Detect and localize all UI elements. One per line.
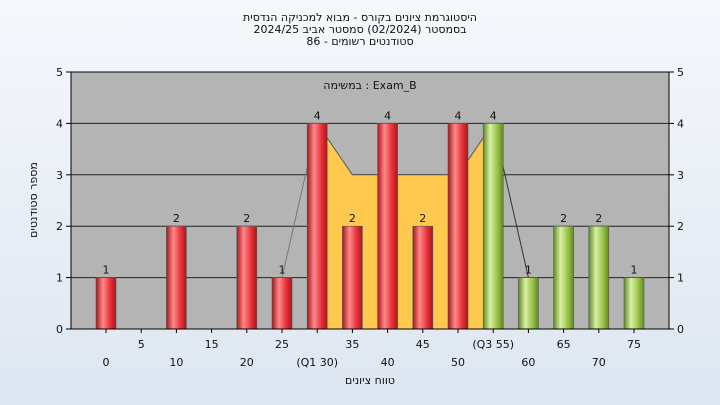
bar-value-label: 2	[173, 212, 180, 225]
bar-value-label: 2	[349, 212, 356, 225]
x-tick-label: 75	[627, 338, 641, 351]
x-tick-label: 25	[275, 338, 289, 351]
bar-value-label: 4	[384, 109, 391, 122]
y-tick-label-right: 1	[677, 272, 684, 285]
x-tick-label: (Q1 30)	[296, 356, 338, 369]
y-tick-label-left: 1	[56, 272, 63, 285]
bar	[95, 277, 117, 330]
bar	[623, 277, 645, 330]
bar	[412, 225, 434, 330]
bar-value-label: 2	[560, 212, 567, 225]
x-tick-label: 60	[521, 356, 535, 369]
y-tick-label-left: 3	[56, 169, 63, 182]
legend-note: במשימה : Exam_B	[323, 79, 416, 92]
bar-value-label: 1	[631, 264, 638, 277]
chart-title-line-1: היסטוגרמת ציונים בקורס - מבוא למכניקה הנ…	[243, 11, 477, 24]
x-tick-label: 20	[240, 356, 254, 369]
bar-value-label: 1	[525, 264, 532, 277]
x-tick-label: 35	[345, 338, 359, 351]
bar-value-label: 2	[243, 212, 250, 225]
bar	[271, 277, 293, 330]
bar	[518, 277, 539, 330]
bar	[306, 123, 328, 330]
y-tick-label-left: 5	[56, 66, 63, 79]
y-tick-label-left: 2	[56, 220, 63, 233]
bar	[236, 225, 258, 330]
chart-title-line-2: בסמסטר (02/2024) סמסטר אביב 2024/25	[253, 23, 467, 36]
bar	[447, 123, 469, 330]
bar	[553, 225, 574, 330]
bar	[342, 225, 363, 330]
chart-title-line-3: סטודנטים רשומים - 86	[306, 35, 414, 48]
bar	[377, 123, 398, 330]
x-tick-label: (Q3 55)	[472, 338, 514, 351]
y-axis-title: מספר סטודנטים	[27, 162, 40, 238]
x-axis-title: טווח ציונים	[345, 374, 395, 387]
bar-value-label: 1	[279, 264, 286, 277]
x-tick-label: 70	[592, 356, 606, 369]
bar-value-label: 2	[595, 212, 602, 225]
bar	[482, 123, 504, 330]
x-tick-label: 10	[169, 356, 183, 369]
bar-value-label: 4	[455, 109, 462, 122]
y-tick-label-right: 3	[677, 169, 684, 182]
y-tick-label-right: 2	[677, 220, 684, 233]
y-tick-label-left: 0	[56, 323, 63, 336]
x-tick-label: 40	[381, 356, 395, 369]
y-tick-label-right: 0	[677, 323, 684, 336]
bar-value-label: 2	[419, 212, 426, 225]
bar-value-label: 4	[490, 109, 497, 122]
x-tick-label: 45	[416, 338, 430, 351]
y-tick-label-right: 4	[677, 117, 684, 130]
bar	[166, 225, 187, 330]
bar-value-label: 4	[314, 109, 321, 122]
bar	[588, 225, 610, 330]
bar-value-label: 1	[103, 264, 110, 277]
x-tick-label: 0	[103, 356, 110, 369]
y-tick-label-right: 5	[677, 66, 684, 79]
x-tick-label: 5	[138, 338, 145, 351]
x-tick-label: 50	[451, 356, 465, 369]
y-tick-label-left: 4	[56, 117, 63, 130]
x-tick-label: 15	[205, 338, 219, 351]
x-tick-label: 65	[557, 338, 571, 351]
